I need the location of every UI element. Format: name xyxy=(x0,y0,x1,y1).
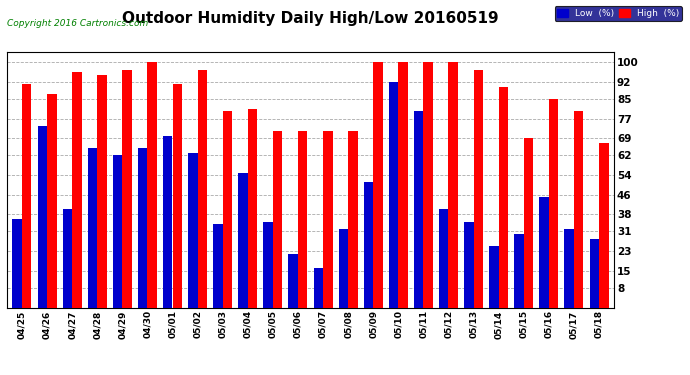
Bar xyxy=(424,62,433,308)
Bar xyxy=(473,70,483,308)
Bar xyxy=(47,94,57,308)
Bar xyxy=(88,148,97,308)
Bar xyxy=(540,197,549,308)
Bar xyxy=(163,136,172,308)
Bar xyxy=(148,62,157,308)
Bar xyxy=(398,62,408,308)
Bar xyxy=(298,131,308,308)
Bar xyxy=(264,222,273,308)
Bar xyxy=(464,222,473,308)
Bar xyxy=(72,72,81,308)
Bar xyxy=(348,131,357,308)
Bar xyxy=(248,109,257,308)
Bar xyxy=(564,229,574,308)
Bar xyxy=(22,84,32,308)
Bar xyxy=(373,62,383,308)
Bar xyxy=(499,87,509,308)
Bar xyxy=(514,234,524,308)
Bar xyxy=(197,70,207,308)
Bar xyxy=(364,183,373,308)
Bar xyxy=(188,153,197,308)
Bar xyxy=(63,209,72,308)
Bar xyxy=(524,138,533,308)
Bar xyxy=(388,82,398,308)
Bar xyxy=(439,209,449,308)
Bar xyxy=(238,172,248,308)
Bar xyxy=(223,111,233,308)
Bar xyxy=(112,156,122,308)
Bar xyxy=(213,224,223,308)
Bar xyxy=(138,148,148,308)
Bar xyxy=(549,99,558,308)
Bar xyxy=(589,239,599,308)
Bar xyxy=(172,84,182,308)
Bar xyxy=(574,111,584,308)
Legend: Low  (%), High  (%): Low (%), High (%) xyxy=(555,6,682,21)
Bar xyxy=(323,131,333,308)
Bar xyxy=(489,246,499,308)
Bar xyxy=(313,268,323,308)
Bar xyxy=(122,70,132,308)
Text: Outdoor Humidity Daily High/Low 20160519: Outdoor Humidity Daily High/Low 20160519 xyxy=(122,11,499,26)
Bar xyxy=(414,111,424,308)
Bar xyxy=(448,62,458,308)
Text: Copyright 2016 Cartronics.com: Copyright 2016 Cartronics.com xyxy=(7,19,148,28)
Bar xyxy=(339,229,348,308)
Bar xyxy=(97,75,107,308)
Bar xyxy=(288,254,298,308)
Bar xyxy=(599,143,609,308)
Bar xyxy=(37,126,47,308)
Bar xyxy=(12,219,22,308)
Bar xyxy=(273,131,282,308)
